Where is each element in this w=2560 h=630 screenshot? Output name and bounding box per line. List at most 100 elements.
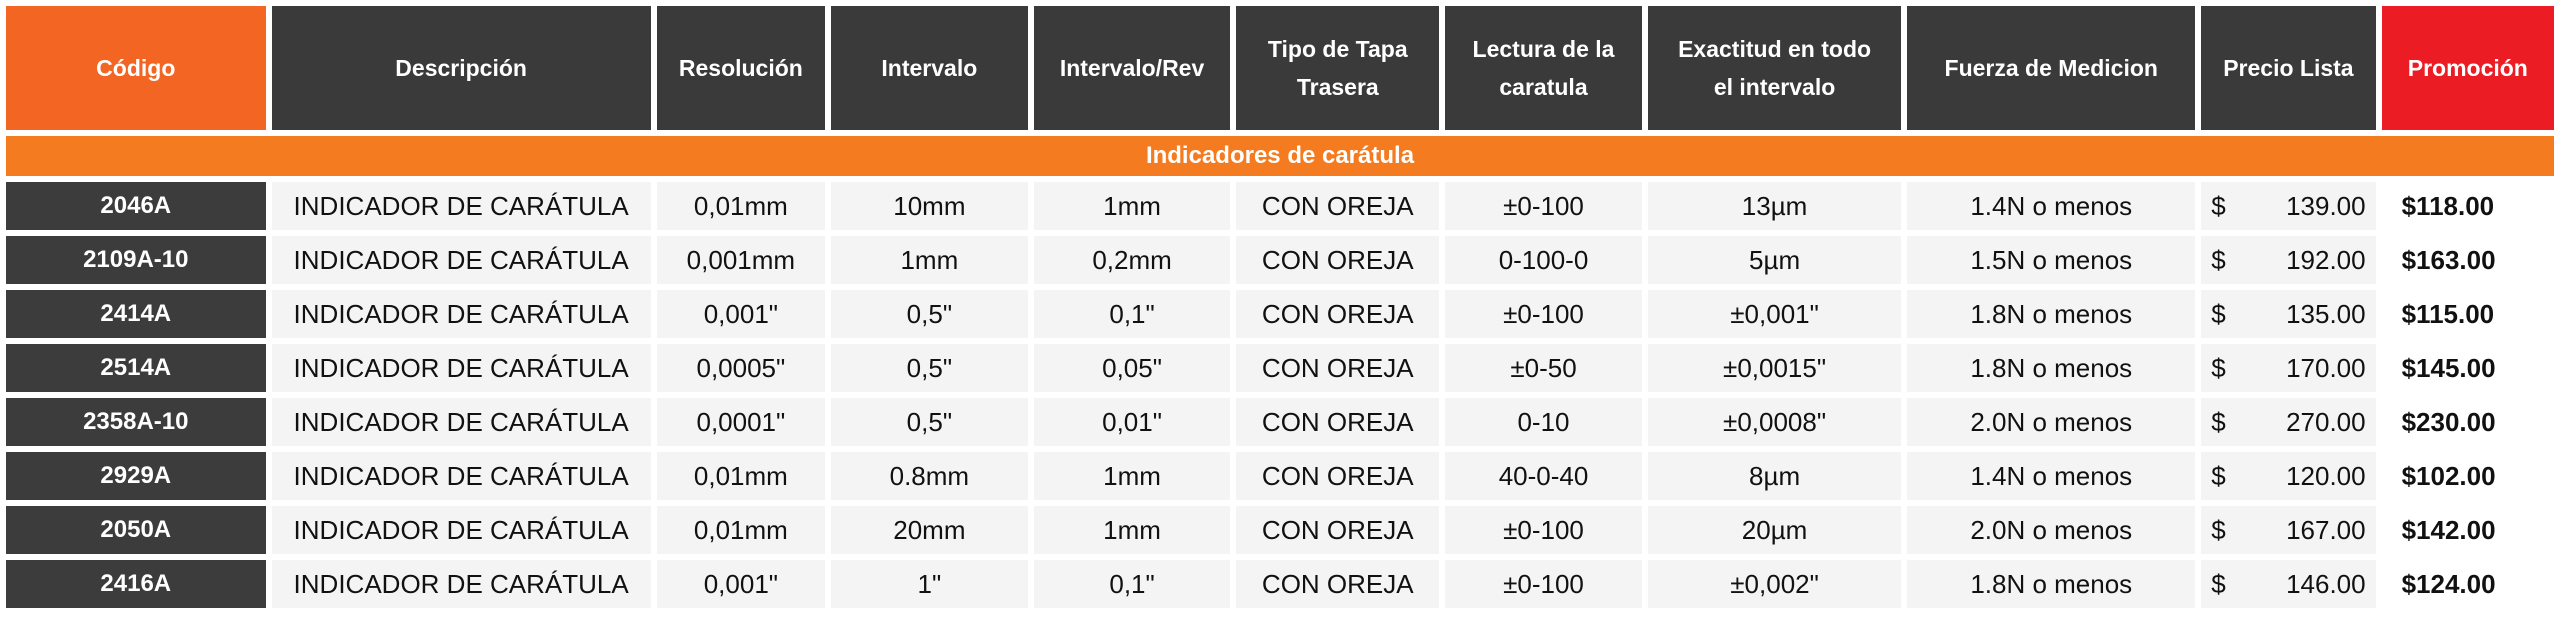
cell-lectura: ±0-100 (1445, 290, 1642, 344)
cell-lectura: ±0-50 (1445, 344, 1642, 398)
cell-exactitud: 5µm (1647, 236, 1902, 290)
table-row: 2358A-10 INDICADOR DE CARÁTULA 0,0001" 0,5"… (6, 398, 2554, 452)
cell-resolucion: 0,01mm (656, 182, 826, 236)
header-descripcion: Descripción (271, 0, 651, 136)
section-header-row: Indicadores de carátula (6, 136, 2554, 182)
cell-lectura: ±0-100 (1445, 560, 1642, 614)
cell-promocion: $142.00 (2381, 506, 2554, 560)
cell-descripcion: INDICADOR DE CARÁTULA (271, 344, 651, 398)
currency-symbol: $ (2211, 352, 2226, 383)
cell-exactitud: ±0,002" (1647, 560, 1902, 614)
cell-precio-lista: $192.00 (2201, 236, 2376, 290)
cell-descripcion: INDICADOR DE CARÁTULA (271, 560, 651, 614)
cell-intervalo: 0,5" (831, 398, 1028, 452)
cell-promocion: $163.00 (2381, 236, 2554, 290)
cell-precio-lista: $135.00 (2201, 290, 2376, 344)
cell-intervalo: 0,5" (831, 344, 1028, 398)
cell-codigo: 2050A (6, 506, 266, 560)
cell-descripcion: INDICADOR DE CARÁTULA (271, 290, 651, 344)
cell-intervalo: 1" (831, 560, 1028, 614)
header-tipo-tapa-line2: Trasera (1296, 74, 1379, 100)
section-title: Indicadores de carátula (6, 136, 2554, 182)
cell-tipo-tapa: CON OREJA (1236, 560, 1440, 614)
cell-descripcion: INDICADOR DE CARÁTULA (271, 506, 651, 560)
cell-resolucion: 0,01mm (656, 452, 826, 506)
currency-symbol: $ (2211, 460, 2226, 491)
cell-fuerza: 1.4N o menos (1907, 452, 2196, 506)
header-codigo: Código (6, 0, 266, 136)
cell-promocion: $124.00 (2381, 560, 2554, 614)
cell-resolucion: 0,001" (656, 290, 826, 344)
cell-descripcion: INDICADOR DE CARÁTULA (271, 452, 651, 506)
cell-tipo-tapa: CON OREJA (1236, 506, 1440, 560)
header-lectura: Lectura de la caratula (1445, 0, 1642, 136)
cell-promocion: $145.00 (2381, 344, 2554, 398)
price-amount: 170.00 (2286, 352, 2366, 383)
cell-codigo: 2046A (6, 182, 266, 236)
cell-descripcion: INDICADOR DE CARÁTULA (271, 398, 651, 452)
cell-codigo: 2109A-10 (6, 236, 266, 290)
header-lectura-line1: Lectura de la (1472, 36, 1615, 62)
header-intervalo: Intervalo (831, 0, 1028, 136)
header-intervalo-rev: Intervalo/Rev (1033, 0, 1231, 136)
header-exactitud-line2: el intervalo (1713, 74, 1836, 100)
cell-lectura: 0-10 (1445, 398, 1642, 452)
cell-codigo: 2929A (6, 452, 266, 506)
cell-precio-lista: $120.00 (2201, 452, 2376, 506)
cell-promocion: $230.00 (2381, 398, 2554, 452)
currency-symbol: $ (2211, 298, 2226, 329)
price-amount: 146.00 (2286, 568, 2366, 599)
cell-precio-lista: $170.00 (2201, 344, 2376, 398)
header-exactitud: Exactitud en todo el intervalo (1647, 0, 1902, 136)
header-resolucion: Resolución (656, 0, 826, 136)
cell-intervalo-rev: 0,05" (1033, 344, 1231, 398)
table-row: 2416A INDICADOR DE CARÁTULA 0,001" 1" 0,1" CO… (6, 560, 2554, 614)
cell-intervalo-rev: 1mm (1033, 452, 1231, 506)
cell-fuerza: 2.0N o menos (1907, 398, 2196, 452)
cell-intervalo: 0.8mm (831, 452, 1028, 506)
table-row: 2414A INDICADOR DE CARÁTULA 0,001" 0,5" 0,1"… (6, 290, 2554, 344)
header-row: Código Descripción Resolución Intervalo … (6, 0, 2554, 136)
cell-codigo: 2358A-10 (6, 398, 266, 452)
cell-intervalo-rev: 0,1" (1033, 560, 1231, 614)
cell-tipo-tapa: CON OREJA (1236, 236, 1440, 290)
cell-intervalo: 0,5" (831, 290, 1028, 344)
header-lectura-line2: caratula (1499, 74, 1588, 100)
cell-intervalo: 1mm (831, 236, 1028, 290)
currency-symbol: $ (2211, 244, 2226, 275)
cell-exactitud: 8µm (1647, 452, 1902, 506)
cell-lectura: 0-100-0 (1445, 236, 1642, 290)
price-amount: 270.00 (2286, 406, 2366, 437)
currency-symbol: $ (2211, 406, 2226, 437)
cell-exactitud: 13µm (1647, 182, 1902, 236)
price-amount: 120.00 (2286, 460, 2366, 491)
header-tipo-tapa-line1: Tipo de Tapa (1267, 36, 1408, 62)
cell-intervalo-rev: 0,01" (1033, 398, 1231, 452)
price-amount: 135.00 (2286, 298, 2366, 329)
cell-intervalo-rev: 1mm (1033, 182, 1231, 236)
header-promocion: Promoción (2381, 0, 2554, 136)
cell-fuerza: 2.0N o menos (1907, 506, 2196, 560)
cell-intervalo-rev: 0,1" (1033, 290, 1231, 344)
cell-tipo-tapa: CON OREJA (1236, 290, 1440, 344)
currency-symbol: $ (2211, 568, 2226, 599)
cell-lectura: ±0-100 (1445, 182, 1642, 236)
currency-symbol: $ (2211, 190, 2226, 221)
cell-precio-lista: $270.00 (2201, 398, 2376, 452)
cell-descripcion: INDICADOR DE CARÁTULA (271, 236, 651, 290)
table-row: 2514A INDICADOR DE CARÁTULA 0,0005" 0,5" 0,0… (6, 344, 2554, 398)
cell-precio-lista: $167.00 (2201, 506, 2376, 560)
cell-fuerza: 1.4N o menos (1907, 182, 2196, 236)
cell-exactitud: 20µm (1647, 506, 1902, 560)
cell-resolucion: 0,0005" (656, 344, 826, 398)
cell-tipo-tapa: CON OREJA (1236, 344, 1440, 398)
price-table: Código Descripción Resolución Intervalo … (6, 0, 2554, 614)
table-row: 2109A-10 INDICADOR DE CARÁTULA 0,001mm 1mm 0… (6, 236, 2554, 290)
cell-fuerza: 1.5N o menos (1907, 236, 2196, 290)
cell-resolucion: 0,001" (656, 560, 826, 614)
cell-precio-lista: $139.00 (2201, 182, 2376, 236)
cell-resolucion: 0,001mm (656, 236, 826, 290)
cell-intervalo: 20mm (831, 506, 1028, 560)
cell-tipo-tapa: CON OREJA (1236, 452, 1440, 506)
cell-promocion: $118.00 (2381, 182, 2554, 236)
